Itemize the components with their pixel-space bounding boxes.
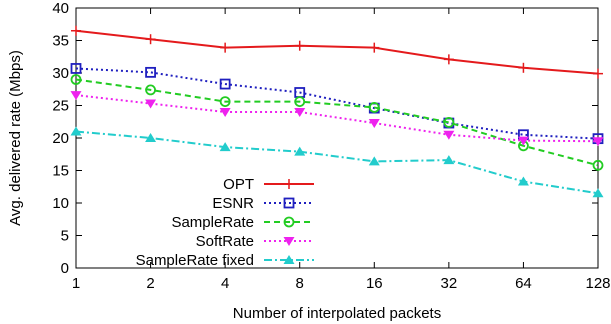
y-tick-label: 30 [52,65,69,82]
data-point [517,176,529,186]
series-softrate [70,91,604,147]
x-tick-label: 32 [441,275,458,292]
y-tick-label: 25 [52,98,69,115]
data-point [443,155,455,165]
data-point [70,126,82,136]
data-point [219,142,231,152]
data-point [368,156,380,166]
data-point [145,34,156,45]
series-line [75,78,599,167]
data-point [443,54,454,65]
data-point [145,133,157,142]
legend-label: ESNR [212,195,254,212]
series-layer [70,25,604,198]
data-point [517,136,529,146]
data-point [219,96,231,107]
data-point [145,66,156,78]
data-point [219,78,231,90]
data-point [70,91,82,101]
series-opt [71,25,603,79]
y-tick-label: 10 [52,195,69,212]
legend-label: SoftRate [196,233,254,250]
data-point [71,25,81,36]
data-point [443,117,455,128]
data-point [518,62,529,73]
data-point [368,102,380,113]
x-tick-label: 64 [515,275,532,292]
data-point [592,188,604,198]
legend-item: SoftRate [196,233,314,250]
legend-label: SampleRate [171,214,254,231]
series-line [75,67,599,140]
legend-item: SampleRate [171,214,314,231]
x-tick-label: 1 [72,275,80,292]
y-tick-label: 0 [61,260,69,277]
legend-marker [283,237,295,246]
x-axis-label: Number of interpolated packets [233,305,441,322]
data-point [294,108,306,117]
legend-item: ESNR [212,195,314,212]
y-axis-label: Avg. delivered rate (Mbps) [7,50,24,226]
y-axis: 0 5 10 15 20 25 30 35 40 [52,0,598,277]
data-point [219,108,231,117]
x-tick-label: 16 [366,275,383,292]
x-axis: 1 2 4 8 16 32 64 128 [72,8,611,292]
data-point [70,74,82,85]
series-samplerate [70,74,604,171]
y-tick-label: 40 [52,0,69,17]
x-tick-label: 128 [585,275,610,292]
legend-label: SampleRate fixed [136,252,254,269]
data-point [294,40,305,51]
legend: OPT ESNR SampleRate SoftRate SampleRate fixe… [136,176,314,269]
data-point [220,42,231,53]
x-tick-label: 8 [296,275,304,292]
legend-item: SampleRate fixed [136,252,314,269]
y-tick-label: 15 [52,163,69,180]
data-point [368,119,380,129]
y-tick-label: 35 [52,33,69,50]
data-point [369,42,380,53]
data-point [145,99,157,109]
data-point [593,68,603,79]
data-point [294,96,306,107]
x-tick-label: 4 [221,275,229,292]
y-tick-label: 20 [52,130,69,147]
data-point [294,146,306,156]
legend-label: OPT [223,176,254,193]
legend-marker [283,255,295,264]
data-point [70,63,82,74]
series-line [75,29,599,75]
data-point [592,159,604,171]
legend-marker [284,179,294,189]
legend-marker [283,216,295,228]
data-point [592,137,604,147]
data-point [443,130,455,140]
legend-item: OPT [223,176,314,193]
series-line [75,130,599,195]
series-samplerate-fixed [70,126,604,198]
y-tick-label: 5 [61,228,69,245]
data-point [145,84,156,96]
x-tick-label: 2 [146,275,154,292]
legend-marker [283,197,295,209]
